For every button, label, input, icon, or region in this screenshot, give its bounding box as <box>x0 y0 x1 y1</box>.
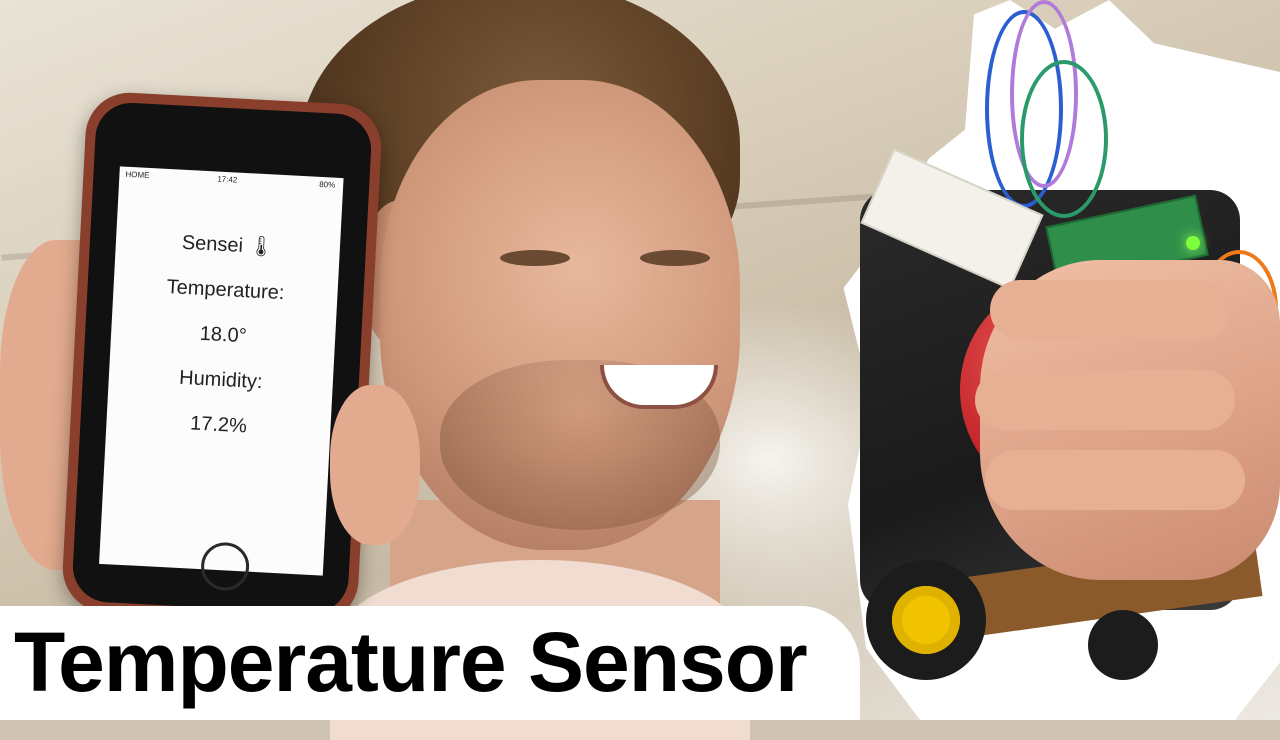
caption-title: Temperature Sensor <box>14 615 808 709</box>
status-carrier: HOME <box>125 169 150 180</box>
status-bar: HOME 17:42 80% <box>119 166 344 196</box>
status-time: 17:42 <box>217 174 238 185</box>
temperature-value: 18.0° <box>199 322 248 348</box>
thumb <box>330 385 420 545</box>
finger <box>975 370 1235 430</box>
app-name: Sensei <box>181 231 244 257</box>
temperature-label: Temperature: <box>166 276 285 305</box>
finger <box>990 280 1230 340</box>
thermometer-icon: 🌡 <box>247 235 275 259</box>
caption-background <box>0 606 860 720</box>
sensei-app: Sensei 🌡 Temperature: 18.0° Humidity: 17… <box>105 226 341 464</box>
robot-caster-wheel <box>1088 610 1158 680</box>
phone-bezel: HOME 17:42 80% Sensei 🌡 Temperature: 18.… <box>71 101 373 615</box>
robot-wheel <box>866 560 986 680</box>
status-battery: 80% <box>318 179 336 190</box>
person-eye-left <box>500 250 570 266</box>
smartphone: HOME 17:42 80% Sensei 🌡 Temperature: 18.… <box>60 90 384 626</box>
humidity-value: 17.2% <box>189 412 248 438</box>
person-face <box>380 80 740 550</box>
finger <box>985 450 1245 510</box>
phone-screen: HOME 17:42 80% Sensei 🌡 Temperature: 18.… <box>99 166 344 576</box>
wire-green <box>1020 60 1108 218</box>
app-title-row: Sensei 🌡 <box>115 226 340 263</box>
humidity-label: Humidity: <box>178 366 264 394</box>
person-smile <box>600 365 718 409</box>
person-eye-right <box>640 250 710 266</box>
led-indicator <box>1186 236 1200 250</box>
